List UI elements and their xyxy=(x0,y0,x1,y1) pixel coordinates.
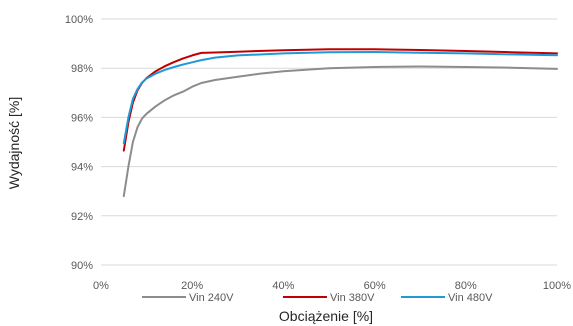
x-tick-label: 0% xyxy=(93,280,109,292)
series-line-3 xyxy=(122,51,558,145)
x-tick-label: 20% xyxy=(181,280,203,292)
legend-label: Vin 380V xyxy=(330,292,375,304)
y-tick-label: 90% xyxy=(71,260,93,272)
x-tick-label: 60% xyxy=(364,280,386,292)
y-tick-label: 96% xyxy=(71,112,93,124)
legend: Vin 240V Vin 380V Vin 480V xyxy=(142,292,493,304)
gridlines xyxy=(101,18,557,266)
y-axis-title: Wydajność [%] xyxy=(6,97,22,189)
x-axis-title: Obciążenie [%] xyxy=(279,308,373,324)
series-lines xyxy=(122,48,558,198)
series-line-2 xyxy=(122,48,558,152)
x-tick-label: 80% xyxy=(455,280,477,292)
y-tick-label: 92% xyxy=(71,211,93,223)
y-tick-label: 94% xyxy=(71,162,93,174)
legend-label: Vin 240V xyxy=(189,292,234,304)
y-axis-ticks: 90% 92% 94% 96% 98% 100% xyxy=(65,14,93,272)
x-tick-label: 100% xyxy=(543,280,571,292)
x-tick-label: 40% xyxy=(272,280,294,292)
x-axis-ticks: 0% 20% 40% 60% 80% 100% xyxy=(93,280,571,292)
series-line-1 xyxy=(122,65,558,198)
y-tick-label: 98% xyxy=(71,63,93,75)
y-tick-label: 100% xyxy=(65,14,93,26)
legend-label: Vin 480V xyxy=(448,292,493,304)
